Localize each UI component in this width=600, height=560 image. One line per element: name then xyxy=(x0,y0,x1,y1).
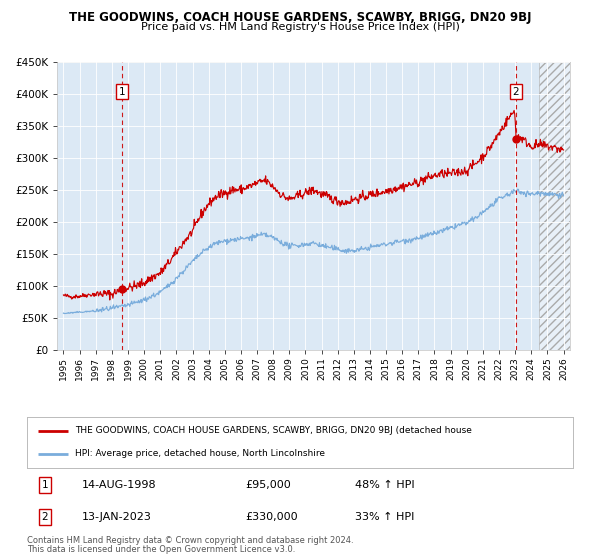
Text: £330,000: £330,000 xyxy=(245,512,298,522)
Text: 14-AUG-1998: 14-AUG-1998 xyxy=(82,480,156,490)
Text: This data is licensed under the Open Government Licence v3.0.: This data is licensed under the Open Gov… xyxy=(27,545,295,554)
Text: £95,000: £95,000 xyxy=(245,480,291,490)
Text: Contains HM Land Registry data © Crown copyright and database right 2024.: Contains HM Land Registry data © Crown c… xyxy=(27,536,353,545)
Text: 13-JAN-2023: 13-JAN-2023 xyxy=(82,512,151,522)
Bar xyxy=(539,62,570,350)
Text: Price paid vs. HM Land Registry's House Price Index (HPI): Price paid vs. HM Land Registry's House … xyxy=(140,22,460,32)
Text: 1: 1 xyxy=(42,480,49,490)
Text: 33% ↑ HPI: 33% ↑ HPI xyxy=(355,512,414,522)
Text: 1: 1 xyxy=(118,87,125,97)
Text: 2: 2 xyxy=(512,87,519,97)
Text: 2: 2 xyxy=(42,512,49,522)
Text: 48% ↑ HPI: 48% ↑ HPI xyxy=(355,480,414,490)
Text: THE GOODWINS, COACH HOUSE GARDENS, SCAWBY, BRIGG, DN20 9BJ (detached house: THE GOODWINS, COACH HOUSE GARDENS, SCAWB… xyxy=(75,426,472,435)
Text: THE GOODWINS, COACH HOUSE GARDENS, SCAWBY, BRIGG, DN20 9BJ: THE GOODWINS, COACH HOUSE GARDENS, SCAWB… xyxy=(69,11,531,24)
Text: HPI: Average price, detached house, North Lincolnshire: HPI: Average price, detached house, Nort… xyxy=(75,450,325,459)
